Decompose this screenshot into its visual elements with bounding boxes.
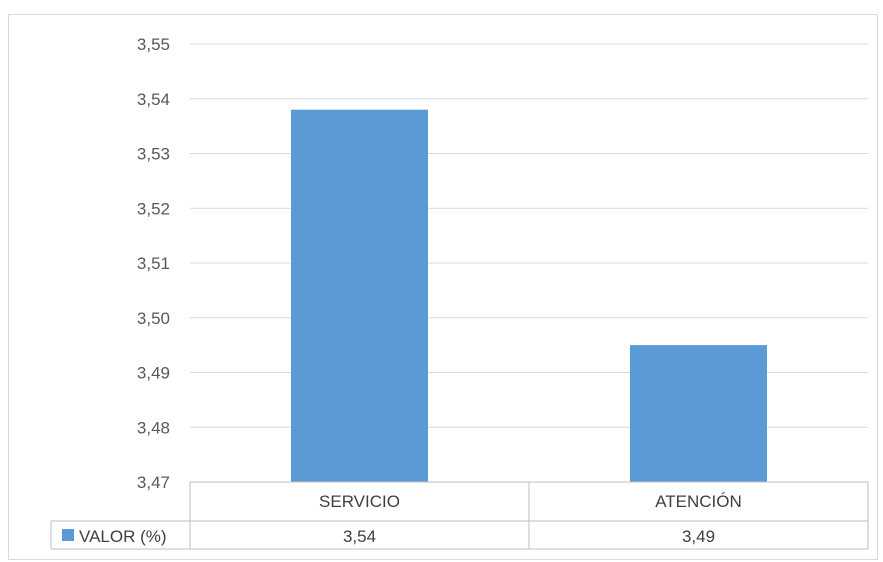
bar-servicio [291,109,428,482]
bars [291,109,767,482]
y-tick-label: 3,52 [137,199,170,218]
legend-swatch [62,529,74,541]
y-axis-ticks: 3,47 3,48 3,49 3,50 3,51 3,52 3,53 3,54 3,55 [137,35,170,492]
bar-atención [630,345,767,482]
y-tick-label: 3,50 [137,309,170,328]
data-label: 3,54 [343,527,376,546]
data-label: 3,49 [682,527,715,546]
y-tick-label: 3,48 [137,418,170,437]
y-tick-label: 3,55 [137,35,170,54]
category-label: SERVICIO [319,492,400,511]
y-tick-label: 3,53 [137,145,170,164]
y-tick-label: 3,54 [137,90,170,109]
series-name: VALOR (%) [79,527,167,546]
y-tick-label: 3,51 [137,254,170,273]
category-label: ATENCIÓN [655,492,742,511]
data-table: SERVICIO 3,54 ATENCIÓN 3,49 VALOR (%) [50,481,869,550]
y-tick-label: 3,49 [137,364,170,383]
y-tick-label: 3,47 [137,473,170,492]
